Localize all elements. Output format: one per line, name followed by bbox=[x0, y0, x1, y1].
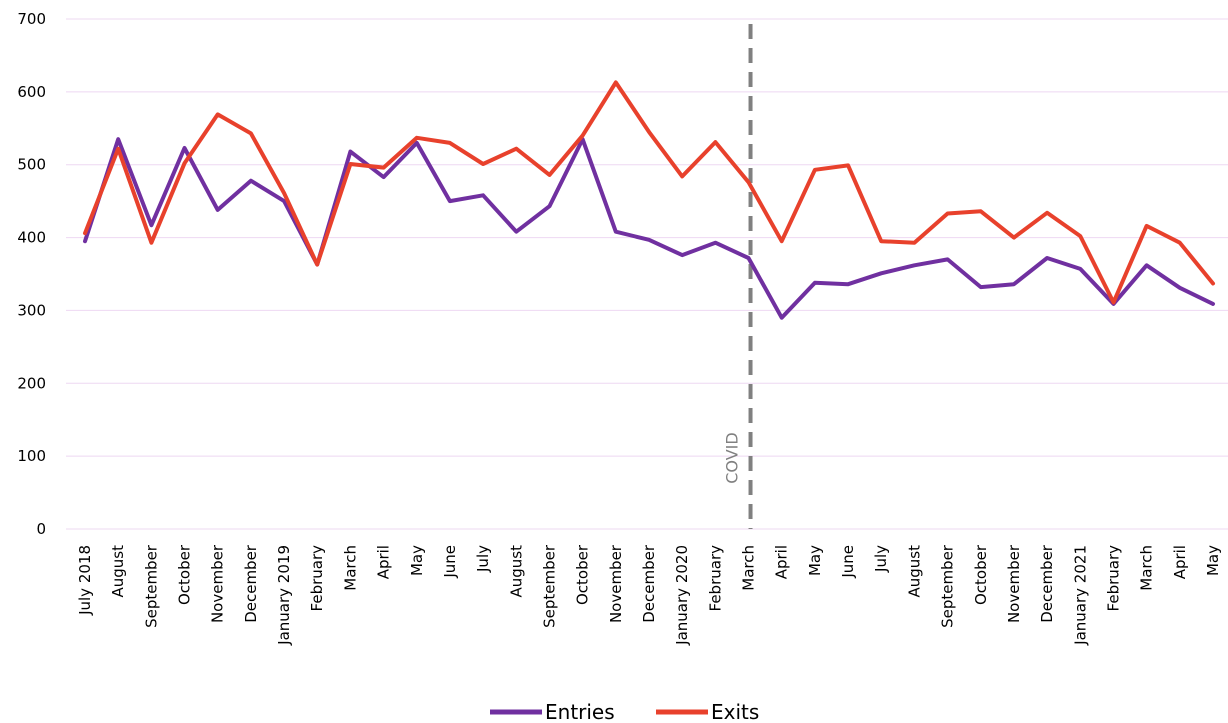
x-tick-label: December bbox=[1038, 544, 1056, 623]
x-tick-label: October bbox=[574, 544, 592, 605]
y-tick-label: 700 bbox=[17, 10, 46, 28]
x-tick-label: May bbox=[408, 545, 426, 576]
y-axis-tick-labels: 0 100 200 300 400 500 600 700 bbox=[17, 10, 46, 538]
x-axis-tick-labels: July 2018 August September October November D… bbox=[76, 544, 1222, 646]
y-tick-label: 200 bbox=[17, 374, 46, 392]
x-tick-label: January 2020 bbox=[673, 545, 691, 646]
x-tick-label: December bbox=[640, 544, 658, 623]
x-tick-label: July bbox=[872, 545, 890, 573]
x-tick-label: April bbox=[773, 545, 791, 579]
x-tick-label: March bbox=[341, 545, 359, 591]
x-tick-label: November bbox=[209, 544, 227, 623]
series-line-exits bbox=[83, 80, 1215, 305]
x-tick-label: May bbox=[1204, 545, 1222, 576]
x-tick-label: July bbox=[474, 545, 492, 573]
covid-annotation: COVID bbox=[723, 24, 753, 529]
x-tick-label: June bbox=[441, 545, 459, 579]
x-tick-label: August bbox=[905, 545, 923, 598]
legend-label-exits: Exits bbox=[711, 700, 759, 723]
x-tick-label: August bbox=[109, 545, 127, 598]
x-tick-label: March bbox=[740, 545, 758, 591]
series-lines bbox=[83, 80, 1215, 320]
y-tick-label: 600 bbox=[17, 83, 46, 101]
x-tick-label: September bbox=[540, 544, 558, 628]
y-tick-label: 400 bbox=[17, 229, 46, 247]
x-tick-label: September bbox=[142, 544, 160, 628]
legend: Entries Exits bbox=[490, 700, 759, 723]
x-tick-label: January 2019 bbox=[275, 545, 293, 646]
x-tick-label: December bbox=[242, 544, 260, 623]
y-tick-label: 300 bbox=[17, 301, 46, 319]
x-tick-label: February bbox=[1104, 545, 1122, 612]
x-tick-label: October bbox=[176, 544, 194, 605]
x-tick-label: February bbox=[308, 545, 326, 612]
x-tick-label: January 2021 bbox=[1071, 545, 1089, 646]
x-tick-label: April bbox=[375, 545, 393, 579]
x-tick-label: September bbox=[939, 544, 957, 628]
x-tick-label: July 2018 bbox=[76, 545, 94, 616]
covid-label: COVID bbox=[723, 432, 742, 483]
x-tick-label: November bbox=[607, 544, 625, 623]
y-tick-label: 500 bbox=[17, 156, 46, 174]
gridlines bbox=[66, 18, 1228, 530]
x-tick-label: April bbox=[1171, 545, 1189, 579]
x-tick-label: August bbox=[507, 545, 525, 598]
y-tick-label: 100 bbox=[17, 447, 46, 465]
y-tick-label: 0 bbox=[36, 520, 46, 538]
x-tick-label: February bbox=[706, 545, 724, 612]
x-tick-label: May bbox=[806, 545, 824, 576]
x-tick-label: October bbox=[972, 544, 990, 605]
legend-label-entries: Entries bbox=[545, 700, 615, 723]
x-tick-label: November bbox=[1005, 544, 1023, 623]
x-tick-label: March bbox=[1138, 545, 1156, 591]
series-line-entries bbox=[83, 137, 1215, 320]
x-tick-label: June bbox=[839, 545, 857, 579]
